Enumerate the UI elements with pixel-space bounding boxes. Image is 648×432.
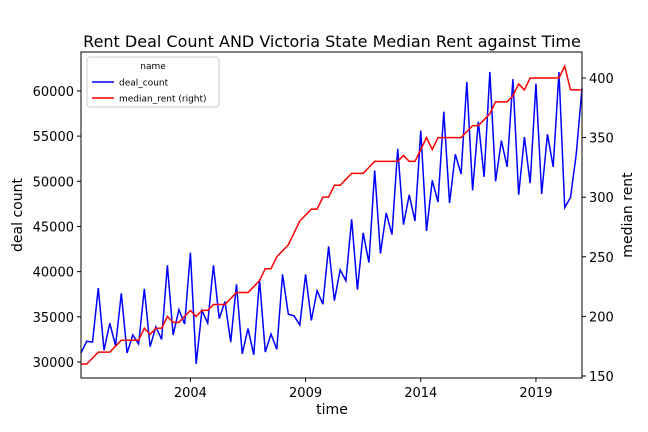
y-tick-label: 40000 bbox=[33, 266, 74, 281]
y2-tick-label: 400 bbox=[589, 72, 614, 87]
y2-tick-label: 350 bbox=[589, 132, 614, 147]
legend-label: median_rent (right) bbox=[119, 95, 207, 105]
legend-title: name bbox=[140, 62, 166, 72]
x-axis-label: time bbox=[316, 402, 348, 418]
plot-frame bbox=[80, 51, 583, 379]
legend-label: deal_count bbox=[119, 79, 169, 89]
y-tick-label: 45000 bbox=[33, 220, 74, 235]
x-tick-label: 2004 bbox=[174, 386, 207, 401]
chart-title: Rent Deal Count AND Victoria State Media… bbox=[83, 32, 581, 51]
y2-tick-label: 300 bbox=[589, 191, 614, 206]
x-tick-label: 2019 bbox=[519, 386, 552, 401]
y-axis-label: deal count bbox=[10, 178, 26, 252]
y-tick-label: 30000 bbox=[33, 356, 74, 371]
data-line bbox=[81, 63, 582, 365]
y2-tick-label: 150 bbox=[589, 370, 614, 385]
y2-tick-label: 200 bbox=[589, 310, 614, 325]
y-tick-label: 50000 bbox=[33, 175, 74, 190]
y2-tick-label: 250 bbox=[589, 251, 614, 266]
x-tick-label: 2009 bbox=[289, 386, 322, 401]
y2-axis-label: median rent bbox=[620, 172, 636, 258]
y-tick-label: 60000 bbox=[33, 85, 74, 100]
y-tick-label: 35000 bbox=[33, 311, 74, 326]
data-line bbox=[80, 71, 583, 364]
x-tick-label: 2014 bbox=[404, 386, 437, 401]
y-tick-label: 55000 bbox=[33, 130, 74, 145]
legend-box bbox=[86, 56, 220, 108]
